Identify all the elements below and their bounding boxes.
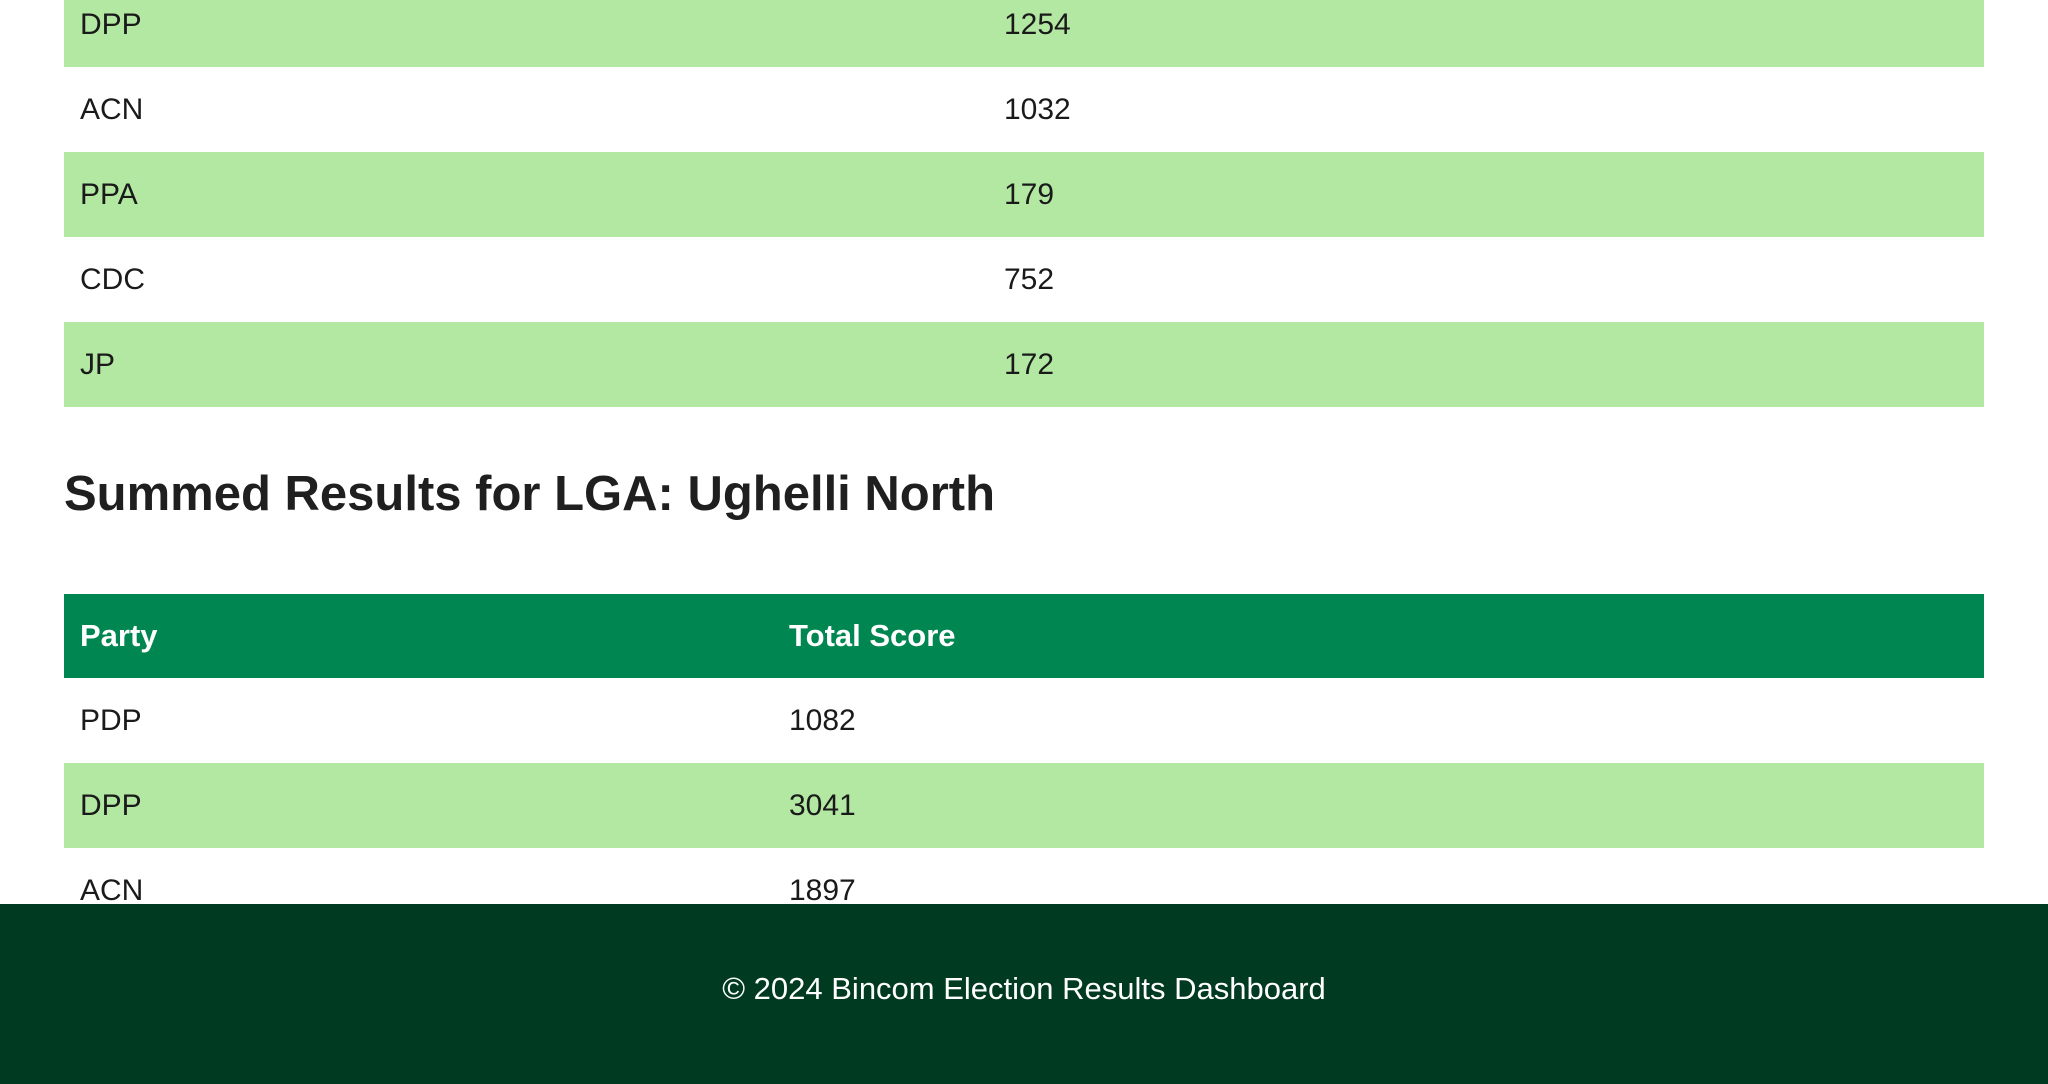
party-column-header: Party — [80, 618, 158, 653]
table-row: PPA 179 — [64, 152, 1984, 237]
score-cell: 172 — [1004, 347, 1055, 381]
party-cell: PDP — [80, 703, 142, 737]
table-row: CDC 752 — [64, 237, 1984, 322]
score-cell: 1082 — [789, 703, 856, 737]
table-header-row: Party Total Score — [64, 594, 1984, 678]
main-content: DPP 1254 ACN 1032 PPA 179 CDC 752 JP 1 — [64, 0, 1984, 1018]
table-row: DPP 3041 — [64, 763, 1984, 848]
total-score-column-header: Total Score — [789, 618, 956, 653]
score-cell: 752 — [1004, 262, 1055, 296]
score-cell: 1032 — [1004, 92, 1071, 126]
table-row: JP 172 — [64, 322, 1984, 407]
party-cell: ACN — [80, 92, 144, 126]
lga-section-title: Summed Results for LGA: Ughelli North — [64, 467, 996, 521]
table-row: PDP 1082 — [64, 678, 1984, 763]
footer-copyright-text: © 2024 Bincom Election Results Dashboard — [722, 971, 1326, 1006]
score-cell: 1254 — [1004, 7, 1071, 41]
party-cell: PPA — [80, 177, 138, 211]
polling-unit-results-table: DPP 1254 ACN 1032 PPA 179 CDC 752 JP 1 — [64, 0, 1984, 407]
score-cell: 1897 — [789, 873, 856, 907]
score-cell: 3041 — [789, 788, 856, 822]
party-cell: JP — [80, 347, 116, 381]
score-cell: 179 — [1004, 177, 1055, 211]
page-footer: © 2024 Bincom Election Results Dashboard — [0, 904, 2048, 1084]
party-cell: DPP — [80, 788, 142, 822]
party-cell: CDC — [80, 262, 145, 296]
party-cell: DPP — [80, 7, 142, 41]
party-cell: ACN — [80, 873, 144, 907]
table-row: DPP 1254 — [64, 0, 1984, 67]
table-row: ACN 1032 — [64, 67, 1984, 152]
